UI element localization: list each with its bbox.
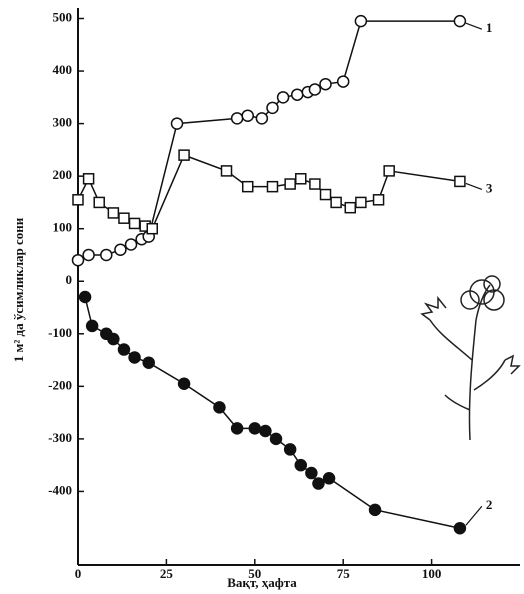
marker: [220, 165, 233, 177]
marker: [177, 377, 191, 390]
marker: [82, 173, 95, 185]
y-tick-label: 200: [53, 167, 73, 182]
marker: [85, 319, 99, 333]
marker: [72, 194, 84, 206]
marker: [230, 422, 244, 435]
marker: [322, 472, 336, 485]
marker: [309, 178, 321, 190]
marker: [124, 238, 138, 251]
marker: [100, 248, 113, 262]
marker: [230, 112, 244, 125]
series-label: 3: [486, 180, 493, 195]
marker: [319, 77, 332, 91]
marker: [128, 351, 141, 364]
marker: [354, 14, 368, 28]
marker: [368, 503, 382, 517]
series-label: 2: [486, 497, 493, 512]
marker: [266, 180, 279, 193]
marker: [294, 458, 308, 472]
marker: [454, 175, 466, 188]
marker: [82, 248, 95, 262]
marker: [283, 443, 297, 456]
marker: [383, 165, 395, 177]
x-tick-label: 75: [337, 566, 351, 581]
marker: [312, 477, 325, 490]
y-tick-label: 100: [53, 220, 73, 235]
marker: [355, 196, 367, 209]
y-tick-label: 500: [53, 9, 73, 24]
x-tick-label: 0: [75, 566, 82, 581]
plant-illustration: [420, 275, 521, 441]
marker: [114, 243, 127, 256]
marker: [178, 149, 190, 161]
marker: [146, 222, 159, 235]
marker: [142, 356, 155, 369]
y-tick-label: -400: [48, 482, 72, 497]
marker: [344, 201, 357, 214]
marker: [107, 207, 120, 219]
marker: [117, 343, 131, 356]
leader-line: [465, 182, 483, 190]
leader-line: [465, 22, 483, 30]
x-tick-label: 50: [248, 566, 261, 581]
x-tick-label: 25: [160, 566, 174, 581]
marker: [118, 212, 130, 224]
marker: [170, 117, 184, 130]
marker: [78, 290, 92, 304]
marker: [284, 178, 296, 190]
marker: [241, 109, 254, 122]
marker: [295, 173, 307, 185]
marker: [372, 194, 385, 206]
marker: [319, 188, 332, 201]
marker: [213, 401, 226, 414]
marker: [259, 424, 272, 438]
marker: [305, 466, 318, 480]
marker: [128, 217, 141, 230]
x-tick-label: 100: [422, 566, 442, 581]
y-tick-label: -300: [48, 430, 72, 445]
y-tick-label: 0: [66, 272, 73, 287]
leader-line: [465, 505, 483, 526]
x-axis-label: Вақт, ҳафта: [227, 575, 297, 590]
y-tick-label: 400: [53, 62, 73, 77]
marker: [266, 101, 279, 115]
marker: [241, 180, 254, 193]
marker: [290, 88, 304, 101]
y-tick-label: -200: [48, 377, 72, 392]
series-label: 1: [486, 20, 493, 35]
line: [84, 296, 461, 529]
y-tick-label: 300: [53, 115, 73, 130]
marker: [93, 196, 105, 209]
y-tick-label: -100: [48, 325, 72, 340]
marker: [276, 91, 290, 104]
marker: [308, 83, 322, 96]
marker: [453, 14, 467, 28]
marker: [255, 112, 269, 125]
marker: [336, 75, 350, 88]
marker: [330, 196, 342, 209]
marker: [269, 432, 283, 446]
y-axis-label: 1 м² да ўсимликлар сони: [11, 217, 26, 362]
marker: [453, 521, 467, 535]
marker: [248, 422, 262, 435]
marker: [107, 332, 120, 346]
marker: [71, 253, 85, 267]
